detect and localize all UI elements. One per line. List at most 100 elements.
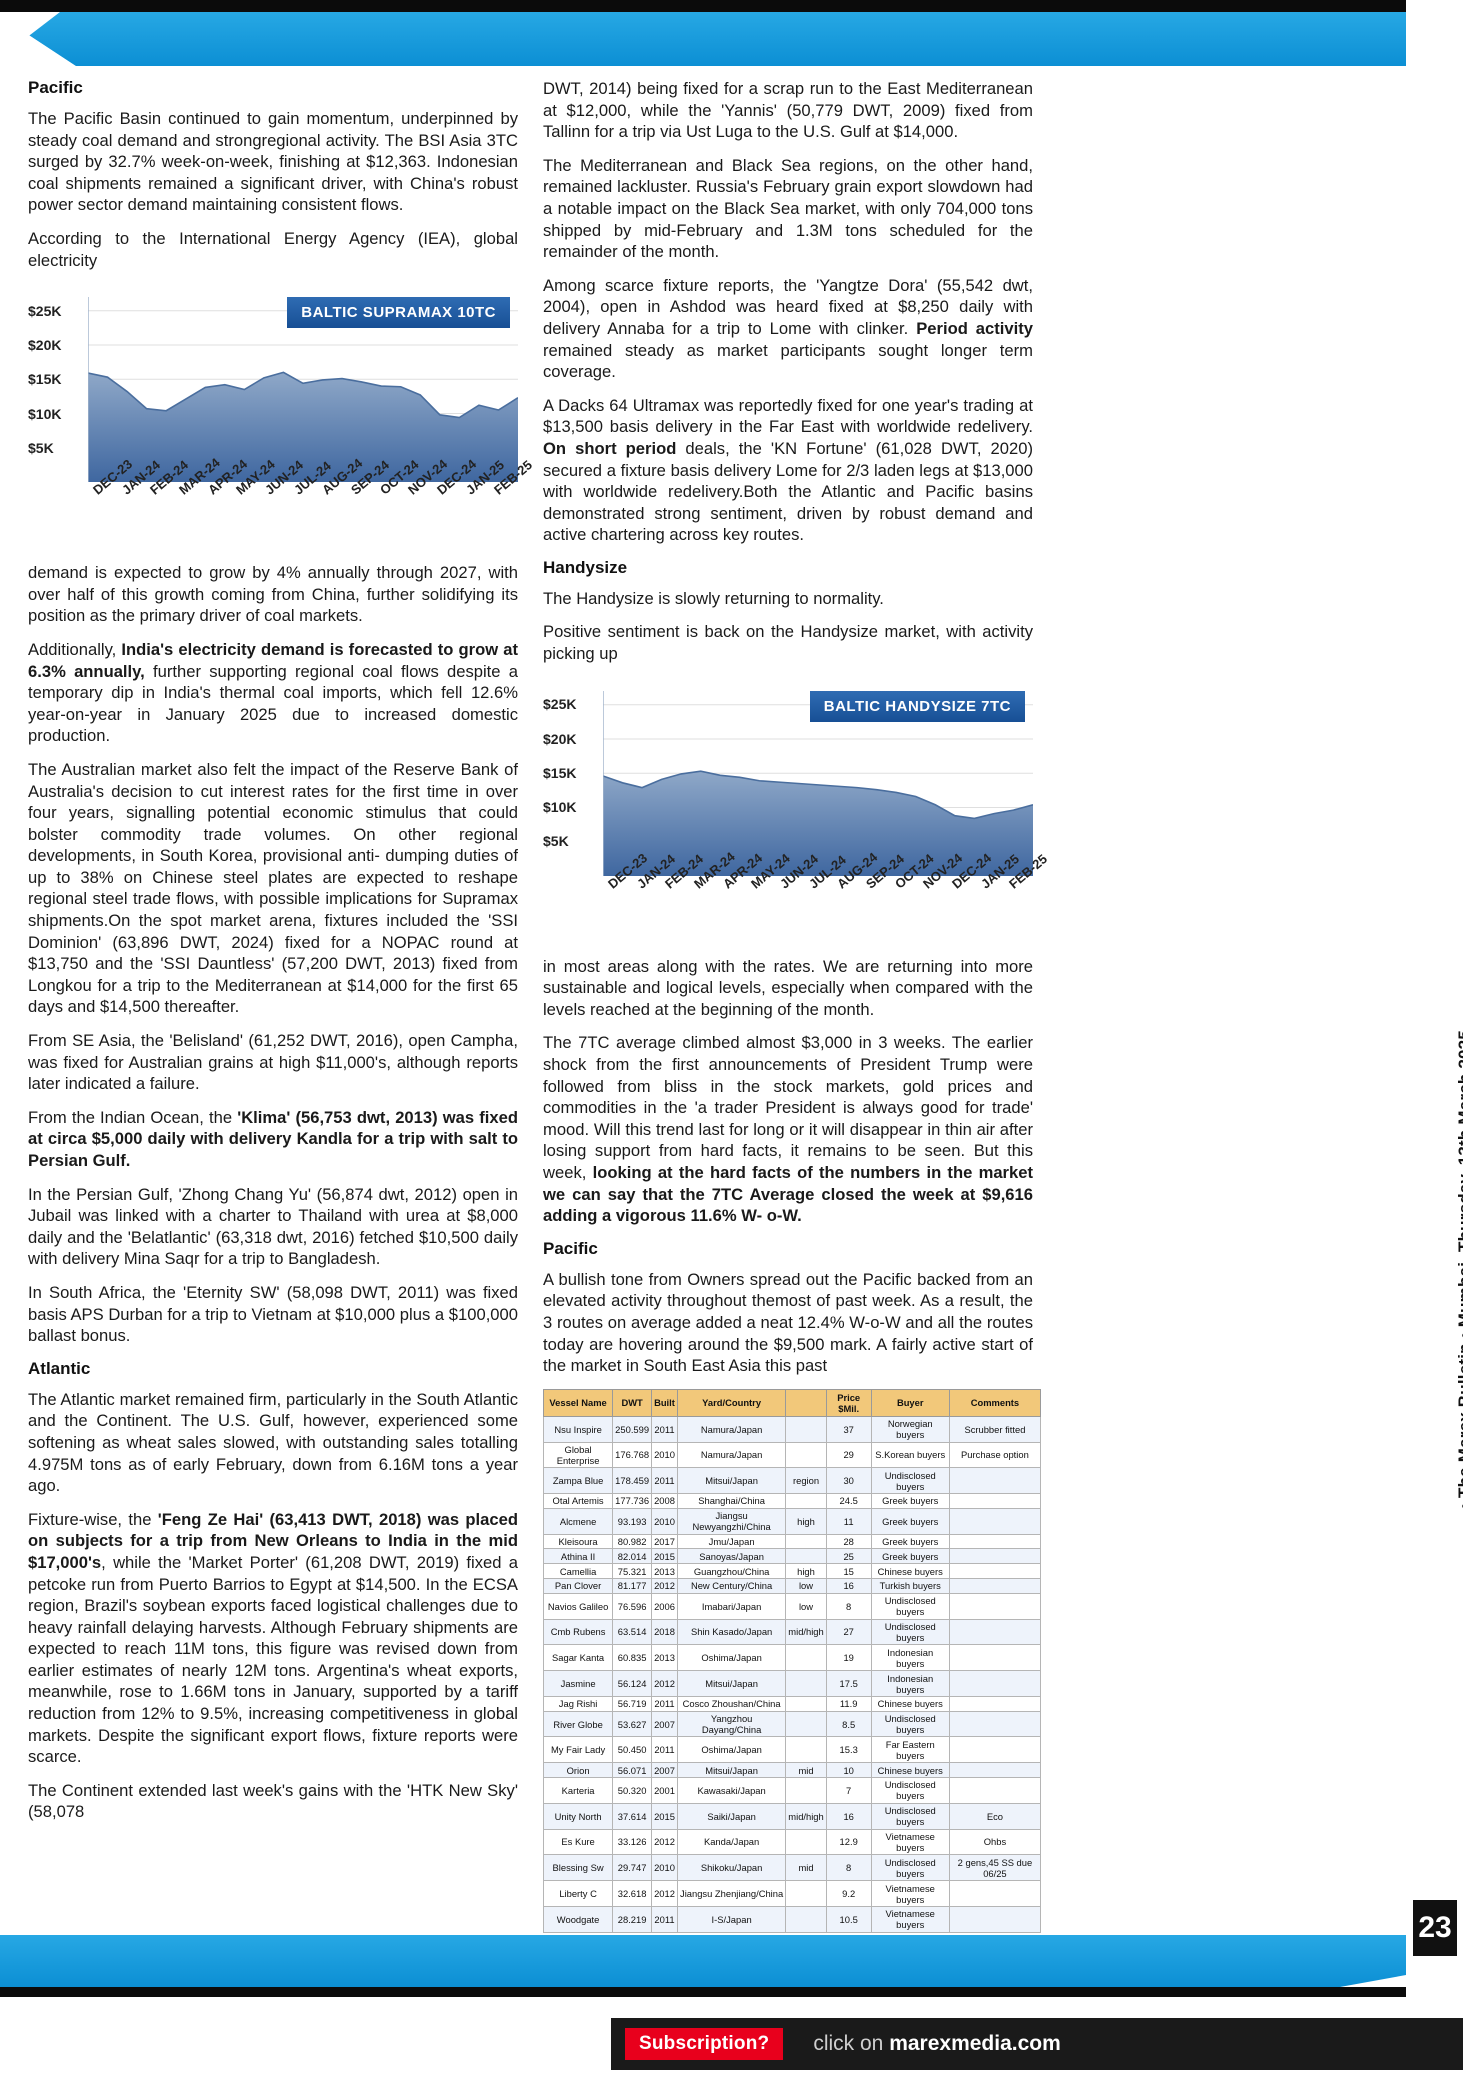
sevenTC-bold: looking at the hard facts of the numbers… xyxy=(543,1163,1033,1226)
table-cell-buyer: Turkish buyers xyxy=(870,1578,950,1594)
klima-pre: From the Indian Ocean, the xyxy=(28,1107,238,1127)
table-cell-buyer: Greek buyers xyxy=(870,1493,950,1509)
chart-y-axis-supramax: $5K $10K $15K $20K $25K xyxy=(28,297,86,482)
table-cell-dwt: 28.219 xyxy=(612,1905,653,1933)
table-cell-yard-country: Imabari/Japan xyxy=(676,1592,787,1620)
table-cell-price-mil-: 16 xyxy=(825,1802,872,1830)
paragraph-dwt-scrap: DWT, 2014) being fixed for a scrap run t… xyxy=(543,79,1033,142)
paragraph-yangtze-dora: Among scarce fixture reports, the 'Yangt… xyxy=(543,275,1033,383)
table-cell-comments xyxy=(948,1710,1042,1738)
table-cell-dwt: 37.614 xyxy=(612,1802,653,1830)
table-cell-blank xyxy=(785,1777,827,1804)
table-cell-yard-country: New Century/China xyxy=(676,1578,787,1594)
table-row: Otal Artemis 177.736 2008 Shanghai/China 24.… xyxy=(542,1493,1042,1509)
table-cell-yard-country: Cosco Zhoushan/China xyxy=(676,1695,787,1712)
klima-bold: 'Klima' (56,753 dwt, 2013) was fixed at … xyxy=(28,1107,518,1170)
table-row: Cmb Rubens 63.514 2018 Shin Kasado/Japan mid… xyxy=(542,1618,1042,1646)
chart-y-axis-handysize: $5K $10K $15K $20K $25K xyxy=(543,691,601,876)
table-cell-blank xyxy=(785,1644,827,1672)
chart-plot-supramax: $5K $10K $15K $20K $25K xyxy=(28,297,518,483)
table-row: Jag Rishi 56.719 2011 Cosco Zhoushan/China 1… xyxy=(542,1695,1042,1712)
table-cell-dwt: 50.320 xyxy=(612,1777,653,1804)
table-cell-yard-country: Sanoyas/Japan xyxy=(676,1548,787,1565)
table-cell-price-mil-: 27 xyxy=(825,1618,872,1646)
table-cell-yard-country: Jiangsu Newyangzhi/China xyxy=(676,1507,787,1535)
vessel-col-yard-country: Yard/Country xyxy=(676,1388,787,1417)
table-cell-vessel-name: Orion xyxy=(542,1762,614,1779)
table-row: Navios Galileo 76.596 2006 Imabari/Japan low… xyxy=(542,1592,1042,1620)
table-cell-yard-country: Jmu/Japan xyxy=(676,1533,787,1550)
table-cell-vessel-name: Jag Rishi xyxy=(542,1695,614,1712)
chart-title-handysize: BALTIC HANDYSIZE 7TC xyxy=(809,690,1025,722)
paragraph-atlantic-intro: The Atlantic market remained firm, parti… xyxy=(28,1389,518,1496)
table-cell-buyer: Undisclosed buyers xyxy=(870,1854,950,1882)
table-cell-price-mil-: 29 xyxy=(825,1441,872,1469)
paragraph-handysize-normality: The Handysize is slowly returning to nor… xyxy=(543,588,884,608)
table-cell-dwt: 80.982 xyxy=(612,1533,653,1550)
table-cell-buyer: Undisclosed buyers xyxy=(870,1710,950,1738)
table-cell-blank: low xyxy=(785,1578,827,1594)
heading-atlantic: Atlantic xyxy=(28,1358,91,1378)
paragraph-dacks-ultramax: A Dacks 64 Ultramax was reportedly fixed… xyxy=(543,395,1033,546)
dacks-post: deals, the 'KN Fortune' (61,028 DWT, 202… xyxy=(543,438,1033,545)
table-cell-dwt: 32.618 xyxy=(612,1880,653,1907)
vessel-col-comments: Comments xyxy=(948,1388,1042,1417)
table-cell-yard-country: Kawasaki/Japan xyxy=(676,1777,787,1804)
chart-area-handysize xyxy=(603,690,1033,876)
table-cell-comments xyxy=(948,1670,1042,1697)
paragraph-coal-growth: demand is expected to grow by 4% annuall… xyxy=(28,563,518,626)
table-cell-built: 2012 xyxy=(651,1880,678,1907)
vessel-col-built: Built xyxy=(651,1388,678,1417)
vessel-sales-table: Vessel Name DWT Built Yard/Country Price $Mi… xyxy=(542,1388,1042,1933)
table-cell-vessel-name: Sagar Kanta xyxy=(542,1644,614,1672)
page-footer: Subscription? click on marexmedia.com xyxy=(611,2018,1463,2070)
paragraph-med-blacksea: The Mediterranean and Black Sea regions,… xyxy=(543,155,1033,262)
top-blue-banner xyxy=(0,12,1406,66)
paragraph-persian-gulf: In the Persian Gulf, 'Zhong Chang Yu' (5… xyxy=(28,1184,518,1269)
table-cell-yard-country: Namura/Japan xyxy=(676,1441,787,1469)
table-cell-built: 2011 xyxy=(651,1695,678,1712)
india-bold: India's electricity demand is forecasted… xyxy=(28,639,518,681)
table-row: Woodgate 28.219 2011 I-S/Japan 10.5 Vietnames… xyxy=(542,1905,1042,1933)
subscription-button[interactable]: Subscription? xyxy=(625,2028,784,2060)
footer-click-text[interactable]: click on marexmedia.com xyxy=(813,2032,1060,2056)
y-tick-25k: $25K xyxy=(28,302,62,319)
table-cell-yard-country: Guangzhou/China xyxy=(676,1563,787,1579)
table-row: Karteria 50.320 2001 Kawasaki/Japan 7 Undiscl… xyxy=(542,1777,1042,1804)
table-row: Nsu Inspire 250.599 2011 Namura/Japan 37 Norw… xyxy=(542,1415,1042,1443)
publication-line: • The Marex Bulletin • Mumbai, Thursday,… xyxy=(1455,1030,1463,1509)
table-row: Liberty C 32.618 2012 Jiangsu Zhenjiang/Chi… xyxy=(542,1880,1042,1907)
chart-area-supramax xyxy=(88,297,518,483)
table-row: Sagar Kanta 60.835 2013 Oshima/Japan 19 Indon… xyxy=(542,1644,1042,1672)
top-black-bar xyxy=(0,0,1406,12)
vessel-col-price-mil-: Price $Mil. xyxy=(825,1388,872,1417)
paragraph-india-demand: Additionally, India's electricity demand… xyxy=(28,639,518,747)
yangtze-post: remained steady as market participants s… xyxy=(543,340,1033,382)
table-cell-price-mil-: 8 xyxy=(825,1854,872,1882)
yangtze-pre: Among scarce fixture reports, the 'Yangt… xyxy=(543,275,1033,338)
vessel-col-dwt: DWT xyxy=(612,1388,653,1417)
table-cell-price-mil-: 17.5 xyxy=(825,1670,872,1697)
table-cell-blank: high xyxy=(785,1563,827,1579)
table-cell-price-mil-: 10 xyxy=(825,1762,872,1779)
table-cell-price-mil-: 15 xyxy=(825,1563,872,1579)
paragraph-pacific-intro: The Pacific Basin continued to gain mome… xyxy=(28,109,518,215)
table-row: Jasmine 56.124 2012 Mitsui/Japan 17.5 Indones… xyxy=(542,1670,1042,1697)
fixture-post: , while the 'Market Porter' (61,208 DWT,… xyxy=(28,1552,518,1767)
table-cell-buyer: Vietnamese buyers xyxy=(870,1828,950,1856)
table-cell-price-mil-: 19 xyxy=(825,1644,872,1672)
table-cell-vessel-name: Kleisoura xyxy=(542,1533,614,1550)
table-cell-built: 2013 xyxy=(651,1644,678,1672)
table-cell-vessel-name: Cmb Rubens xyxy=(542,1618,614,1646)
table-cell-yard-country: Shikoku/Japan xyxy=(676,1854,787,1882)
table-cell-comments xyxy=(948,1644,1042,1672)
table-cell-vessel-name: River Globe xyxy=(542,1710,614,1738)
table-cell-price-mil-: 8 xyxy=(825,1592,872,1620)
table-cell-comments: Scrubber fitted xyxy=(948,1415,1042,1443)
table-cell-buyer: Norwegian buyers xyxy=(870,1415,950,1443)
table-cell-buyer: Undisclosed buyers xyxy=(870,1802,950,1830)
dacks-pre: A Dacks 64 Ultramax was reportedly fixed… xyxy=(543,395,1033,437)
table-cell-price-mil-: 11.9 xyxy=(825,1695,872,1712)
table-cell-built: 2017 xyxy=(651,1533,678,1550)
vessel-col-buyer: Buyer xyxy=(870,1388,950,1417)
